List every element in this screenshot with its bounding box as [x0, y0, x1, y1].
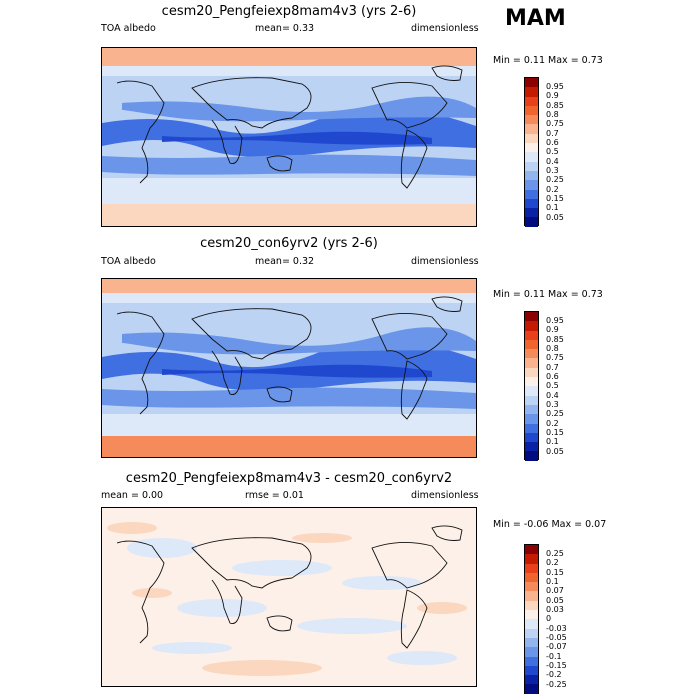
panel3-level-9: -0.05 [546, 633, 567, 642]
panel1-level-2: 0.85 [546, 101, 564, 110]
panel3-level-4: 0.07 [546, 586, 564, 595]
panel3-minmax: Min = -0.06 Max = 0.07 [493, 519, 607, 530]
panel2-level-4: 0.75 [546, 353, 564, 362]
panel3-units: dimensionless [411, 490, 479, 501]
panel2-level-9: 0.3 [546, 400, 559, 409]
panel3-level-12: -0.15 [546, 661, 567, 670]
panel1-level-12: 0.15 [546, 194, 564, 203]
panel1-level-0: 0.95 [546, 82, 564, 91]
panel2-level-12: 0.15 [546, 428, 564, 437]
panel1-level-4: 0.75 [546, 119, 564, 128]
panel1-variable-label: TOA albedo [101, 23, 156, 34]
panel3-level-5: 0.05 [546, 596, 564, 605]
panel2-title: cesm20_con6yrv2 (yrs 2-6) [200, 236, 378, 251]
panel3-level-3: 0.1 [546, 577, 559, 586]
panel1-level-8: 0.4 [546, 157, 559, 166]
panel2-variable-label: TOA albedo [101, 256, 156, 267]
panel2-map [101, 278, 477, 458]
panel1-level-5: 0.7 [546, 129, 559, 138]
panel2-level-0: 0.95 [546, 316, 564, 325]
panel1-units: dimensionless [411, 23, 479, 34]
panel3-level-14: -0.25 [546, 680, 567, 689]
panel2-level-14: 0.05 [546, 447, 564, 456]
panel2-minmax: Min = 0.11 Max = 0.73 [493, 289, 603, 300]
panel1-level-10: 0.25 [546, 175, 564, 184]
panel1-level-11: 0.2 [546, 185, 559, 194]
panel2-level-13: 0.1 [546, 437, 559, 446]
panel2-map-svg [102, 279, 476, 457]
season-label: MAM [505, 6, 566, 31]
panel3-level-8: -0.03 [546, 624, 567, 633]
panel3-level-13: -0.2 [546, 670, 562, 679]
panel2-level-5: 0.7 [546, 363, 559, 372]
panel2-level-1: 0.9 [546, 325, 559, 334]
panel1-colorbar [524, 77, 539, 227]
panel1-level-1: 0.9 [546, 91, 559, 100]
panel2-level-8: 0.4 [546, 391, 559, 400]
panel3-level-1: 0.2 [546, 558, 559, 567]
panel3-map-svg [102, 508, 476, 686]
panel1-map [101, 47, 477, 227]
panel3-colorbar [524, 544, 539, 694]
panel2-units: dimensionless [411, 256, 479, 267]
panel2-level-2: 0.85 [546, 335, 564, 344]
panel2-level-7: 0.5 [546, 381, 559, 390]
panel2-level-6: 0.6 [546, 372, 559, 381]
panel1-mean: mean= 0.33 [255, 23, 315, 34]
panel2-level-10: 0.25 [546, 409, 564, 418]
panel2-mean: mean= 0.32 [255, 256, 315, 267]
panel3-level-11: -0.1 [546, 652, 562, 661]
panel2-level-3: 0.8 [546, 344, 559, 353]
panel3-level-0: 0.25 [546, 549, 564, 558]
panel1-level-3: 0.8 [546, 110, 559, 119]
panel1-map-svg [102, 48, 476, 226]
panel2-level-11: 0.2 [546, 419, 559, 428]
panel3-title: cesm20_Pengfeiexp8mam4v3 - cesm20_con6yr… [125, 471, 453, 486]
panel3-mean: mean = 0.00 [101, 490, 164, 501]
panel1-level-13: 0.1 [546, 203, 559, 212]
panel3-level-7: 0 [546, 614, 552, 623]
panel1-minmax: Min = 0.11 Max = 0.73 [493, 55, 603, 66]
panel3-level-10: -0.07 [546, 642, 567, 651]
panel1-level-6: 0.6 [546, 138, 559, 147]
panel1-title: cesm20_Pengfeiexp8mam4v3 (yrs 2-6) [161, 4, 417, 19]
panel2-colorbar [524, 311, 539, 461]
panel1-level-7: 0.5 [546, 147, 559, 156]
panel1-level-9: 0.3 [546, 166, 559, 175]
panel3-rmse: rmse = 0.01 [245, 490, 304, 501]
panel3-level-2: 0.15 [546, 568, 564, 577]
panel3-level-6: 0.03 [546, 605, 564, 614]
panel1-level-14: 0.05 [546, 213, 564, 222]
panel3-map [101, 507, 477, 687]
